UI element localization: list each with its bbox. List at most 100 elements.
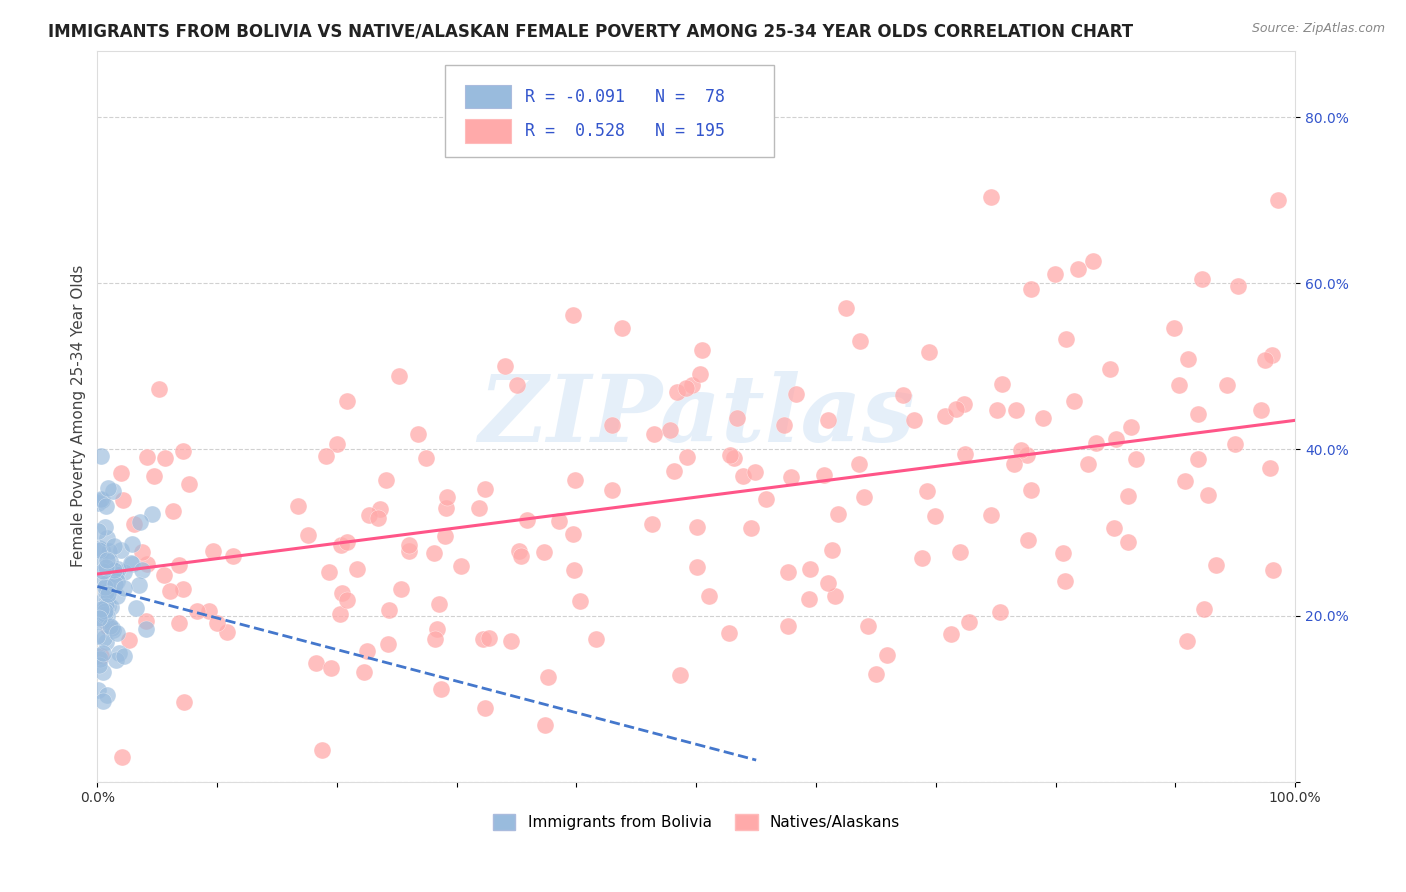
Point bbox=[934, 409, 956, 423]
Point bbox=[799, 561, 821, 575]
Point bbox=[776, 565, 799, 579]
Point bbox=[378, 603, 401, 617]
Point bbox=[434, 500, 457, 515]
Point bbox=[398, 538, 420, 552]
Point bbox=[1119, 419, 1142, 434]
Point bbox=[91, 542, 114, 557]
Point bbox=[101, 483, 124, 498]
Point bbox=[827, 508, 849, 522]
Point bbox=[94, 520, 117, 534]
Point bbox=[86, 629, 108, 643]
Point bbox=[755, 491, 778, 506]
Point bbox=[131, 563, 153, 577]
Point bbox=[368, 501, 391, 516]
Point bbox=[207, 616, 229, 631]
Point bbox=[1197, 488, 1219, 502]
Point bbox=[90, 491, 112, 506]
Point bbox=[375, 473, 398, 487]
Point bbox=[89, 657, 111, 672]
Point bbox=[1261, 348, 1284, 362]
Point bbox=[177, 477, 200, 491]
Point bbox=[1015, 448, 1038, 462]
Point bbox=[104, 576, 127, 591]
Point bbox=[97, 599, 120, 613]
Point bbox=[96, 560, 118, 574]
Point bbox=[697, 589, 720, 603]
Point bbox=[1085, 435, 1108, 450]
Point bbox=[681, 378, 703, 392]
Point bbox=[1263, 563, 1285, 577]
Point bbox=[1017, 533, 1039, 548]
Point bbox=[1187, 408, 1209, 422]
Point bbox=[1019, 483, 1042, 498]
Point bbox=[1250, 403, 1272, 417]
Point bbox=[91, 694, 114, 708]
Point bbox=[94, 604, 117, 618]
Point bbox=[659, 423, 682, 437]
Text: Source: ZipAtlas.com: Source: ZipAtlas.com bbox=[1251, 22, 1385, 36]
Point bbox=[508, 544, 530, 558]
Point bbox=[1102, 521, 1125, 535]
Point bbox=[318, 565, 340, 579]
Point bbox=[426, 622, 449, 636]
Point bbox=[104, 653, 127, 667]
Point bbox=[90, 601, 112, 615]
Point bbox=[96, 553, 118, 567]
Point bbox=[335, 393, 357, 408]
Point bbox=[821, 542, 844, 557]
Point bbox=[90, 649, 112, 664]
Point bbox=[388, 369, 411, 384]
Point bbox=[89, 652, 111, 666]
Point bbox=[315, 450, 337, 464]
Point bbox=[776, 619, 799, 633]
Point bbox=[287, 500, 309, 514]
Point bbox=[222, 549, 245, 564]
Point bbox=[740, 521, 762, 535]
Point bbox=[686, 520, 709, 534]
Point bbox=[87, 524, 110, 538]
Point bbox=[1010, 443, 1032, 458]
Point bbox=[167, 616, 190, 631]
Text: IMMIGRANTS FROM BOLIVIA VS NATIVE/ALASKAN FEMALE POVERTY AMONG 25-34 YEAR OLDS C: IMMIGRANTS FROM BOLIVIA VS NATIVE/ALASKA… bbox=[48, 22, 1133, 40]
Point bbox=[110, 542, 132, 557]
Point bbox=[304, 657, 326, 671]
Point bbox=[891, 388, 914, 402]
Point bbox=[1002, 457, 1025, 471]
Point bbox=[785, 386, 807, 401]
Text: ZIPatlas: ZIPatlas bbox=[478, 371, 915, 461]
Point bbox=[675, 381, 697, 395]
Point bbox=[135, 450, 157, 465]
Point bbox=[93, 572, 115, 586]
Point bbox=[297, 528, 319, 542]
Point bbox=[135, 614, 157, 628]
Point bbox=[90, 493, 112, 508]
Point bbox=[135, 623, 157, 637]
Point bbox=[945, 401, 967, 416]
Point bbox=[1225, 437, 1247, 451]
Point bbox=[1052, 546, 1074, 560]
Point bbox=[516, 513, 538, 527]
Point bbox=[90, 556, 112, 570]
Point bbox=[1081, 254, 1104, 268]
Point bbox=[128, 578, 150, 592]
Point bbox=[690, 343, 713, 358]
Point bbox=[478, 631, 501, 645]
Point bbox=[564, 473, 586, 487]
Point bbox=[87, 542, 110, 557]
Point bbox=[430, 681, 453, 696]
Point bbox=[600, 418, 623, 433]
Point bbox=[949, 545, 972, 559]
Point bbox=[357, 508, 380, 523]
Point bbox=[1175, 633, 1198, 648]
Point bbox=[1067, 262, 1090, 277]
Point bbox=[415, 450, 437, 465]
Point bbox=[472, 632, 495, 646]
Point bbox=[89, 541, 111, 555]
Point bbox=[499, 634, 522, 648]
Point bbox=[107, 562, 129, 576]
Point bbox=[1177, 352, 1199, 367]
Point bbox=[129, 516, 152, 530]
Point bbox=[562, 308, 585, 322]
Point bbox=[336, 535, 359, 549]
Point bbox=[643, 427, 665, 442]
